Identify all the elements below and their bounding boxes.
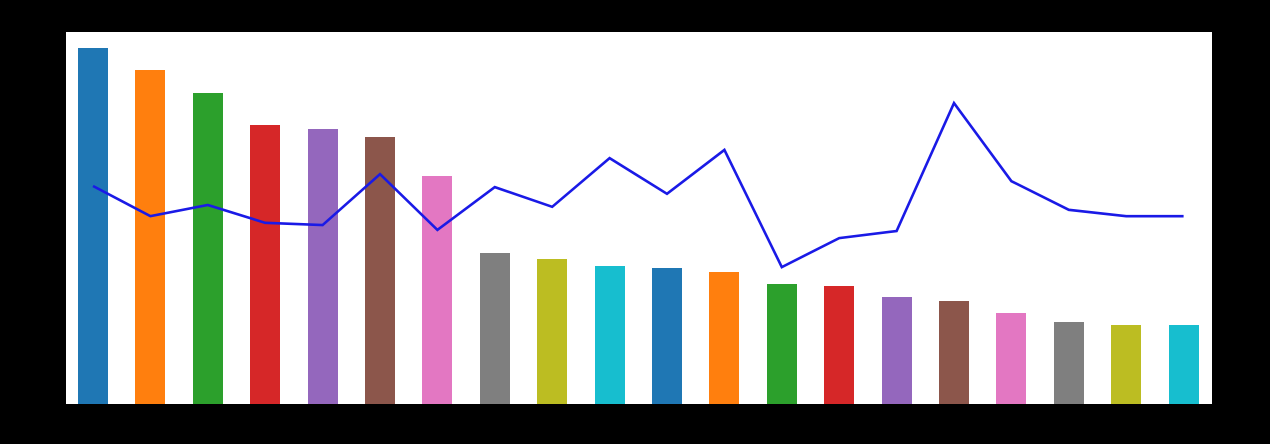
bar-13 — [766, 283, 797, 404]
bar-17 — [996, 312, 1027, 404]
bar-9 — [537, 258, 568, 404]
bar-10 — [594, 266, 625, 404]
bar-5 — [307, 129, 338, 404]
bar-6 — [365, 136, 395, 404]
bar-15 — [881, 296, 912, 404]
bar-8 — [479, 252, 510, 404]
bar-4 — [250, 125, 281, 404]
bar-12 — [709, 271, 740, 404]
bar-11 — [652, 267, 682, 404]
bar-20 — [1168, 325, 1199, 404]
bar-16 — [939, 300, 969, 404]
bar-19 — [1111, 325, 1142, 404]
bar-1 — [78, 48, 108, 404]
bar-18 — [1053, 322, 1084, 404]
bar-14 — [824, 286, 855, 404]
bar-2 — [135, 69, 166, 404]
bar-3 — [192, 93, 223, 404]
line-series-overlay — [92, 100, 1184, 269]
plot-area — [66, 32, 1212, 404]
bar-7 — [422, 175, 453, 404]
